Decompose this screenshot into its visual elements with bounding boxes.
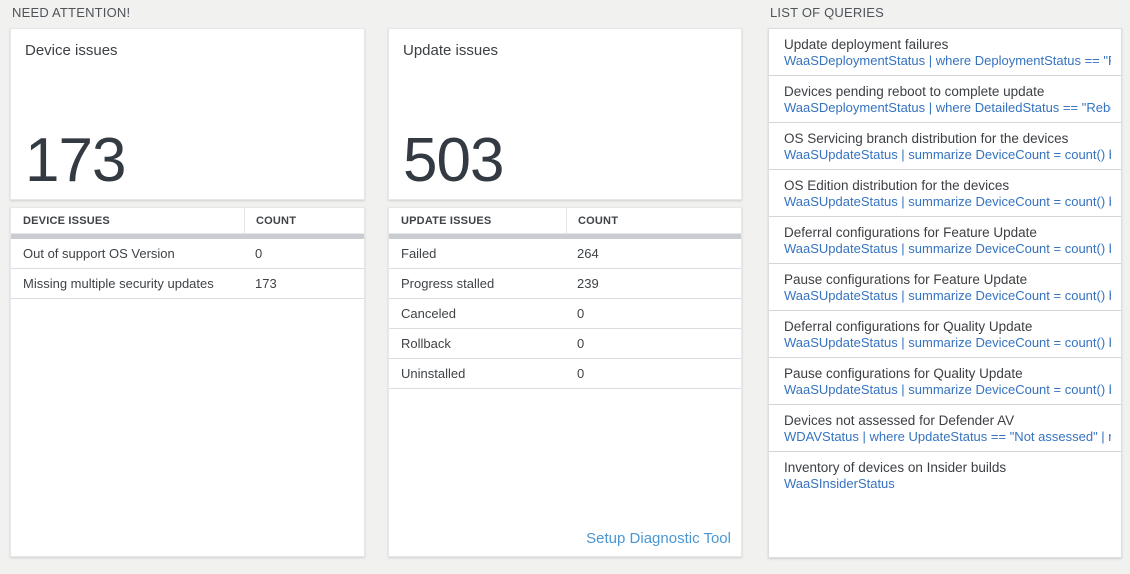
query-list-item[interactable]: OS Servicing branch distribution for the…	[769, 123, 1121, 170]
device-issues-count: 173	[25, 126, 126, 196]
list-of-queries-header: LIST OF QUERIES	[770, 5, 885, 20]
issue-count: 0	[577, 336, 585, 351]
query-list-item[interactable]: Update deployment failures WaaSDeploymen…	[769, 29, 1121, 76]
table-row[interactable]: Failed 264	[389, 239, 741, 269]
update-issues-table: UPDATE ISSUES COUNT Failed 264 Progress …	[388, 207, 742, 557]
device-table-header-issues: DEVICE ISSUES	[23, 214, 110, 227]
query-text: WaaSUpdateStatus | summarize DeviceCount…	[784, 147, 1111, 162]
issue-count: 264	[577, 246, 599, 261]
update-table-header-count: COUNT	[566, 208, 741, 233]
query-list-item[interactable]: Devices pending reboot to complete updat…	[769, 76, 1121, 123]
query-text: WaaSUpdateStatus | summarize DeviceCount…	[784, 241, 1111, 256]
query-title: Update deployment failures	[784, 37, 949, 52]
issue-label: Failed	[401, 246, 437, 261]
query-list-item[interactable]: Pause configurations for Quality Update …	[769, 358, 1121, 405]
table-row[interactable]: Rollback 0	[389, 329, 741, 359]
query-title: Devices pending reboot to complete updat…	[784, 84, 1045, 99]
header-separator-band	[11, 234, 364, 239]
query-text: WaaSInsiderStatus	[784, 476, 895, 491]
query-list-item[interactable]: Pause configurations for Feature Update …	[769, 264, 1121, 311]
update-table-body: Failed 264 Progress stalled 239 Canceled…	[389, 239, 741, 389]
update-issues-tile[interactable]: Update issues 503	[388, 28, 742, 200]
table-row[interactable]: Uninstalled 0	[389, 359, 741, 389]
device-table-header-count: COUNT	[244, 208, 364, 233]
query-text: WDAVStatus | where UpdateStatus == "Not …	[784, 429, 1111, 444]
setup-diagnostic-tool-link[interactable]: Setup Diagnostic Tool	[586, 530, 731, 547]
query-text: WaaSUpdateStatus | summarize DeviceCount…	[784, 335, 1111, 350]
query-list-item[interactable]: Devices not assessed for Defender AV WDA…	[769, 405, 1121, 452]
need-attention-header: NEED ATTENTION!	[12, 5, 131, 20]
query-list-item[interactable]: Deferral configurations for Feature Upda…	[769, 217, 1121, 264]
issue-count: 0	[577, 366, 585, 381]
table-row[interactable]: Out of support OS Version 0	[11, 239, 364, 269]
update-table-header: UPDATE ISSUES COUNT	[389, 208, 741, 234]
query-list-item[interactable]: Deferral configurations for Quality Upda…	[769, 311, 1121, 358]
issue-label: Missing multiple security updates	[23, 276, 214, 291]
issue-label: Rollback	[401, 336, 451, 351]
update-table-header-issues: UPDATE ISSUES	[401, 214, 492, 227]
device-table-header: DEVICE ISSUES COUNT	[11, 208, 364, 234]
query-text: WaaSDeploymentStatus | where DetailedSta…	[784, 100, 1111, 115]
query-text: WaaSUpdateStatus | summarize DeviceCount…	[784, 382, 1111, 397]
issue-count: 0	[577, 306, 585, 321]
header-separator-band	[389, 234, 741, 239]
device-table-body: Out of support OS Version 0 Missing mult…	[11, 239, 364, 299]
query-title: OS Edition distribution for the devices	[784, 178, 1010, 193]
query-title: Pause configurations for Feature Update	[784, 272, 1028, 287]
device-issues-table: DEVICE ISSUES COUNT Out of support OS Ve…	[10, 207, 365, 557]
query-title: Deferral configurations for Quality Upda…	[784, 319, 1033, 334]
issue-label: Progress stalled	[401, 276, 495, 291]
issue-label: Out of support OS Version	[23, 246, 175, 261]
issue-label: Uninstalled	[401, 366, 466, 381]
table-row[interactable]: Canceled 0	[389, 299, 741, 329]
issue-count: 0	[255, 246, 263, 261]
table-row[interactable]: Progress stalled 239	[389, 269, 741, 299]
update-issues-count: 503	[403, 126, 504, 196]
query-list-item[interactable]: Inventory of devices on Insider builds W…	[769, 452, 1121, 557]
query-text: WaaSUpdateStatus | summarize DeviceCount…	[784, 288, 1111, 303]
query-title: Devices not assessed for Defender AV	[784, 413, 1015, 428]
table-row[interactable]: Missing multiple security updates 173	[11, 269, 364, 299]
query-title: Deferral configurations for Feature Upda…	[784, 225, 1037, 240]
query-text: WaaSUpdateStatus | summarize DeviceCount…	[784, 194, 1111, 209]
query-title: OS Servicing branch distribution for the…	[784, 131, 1069, 146]
issue-label: Canceled	[401, 306, 456, 321]
issue-count: 173	[255, 276, 277, 291]
update-issues-title: Update issues	[403, 42, 499, 59]
query-text: WaaSDeploymentStatus | where DeploymentS…	[784, 53, 1111, 68]
issue-count: 239	[577, 276, 599, 291]
device-issues-tile[interactable]: Device issues 173	[10, 28, 365, 200]
device-issues-title: Device issues	[25, 42, 118, 59]
query-title: Inventory of devices on Insider builds	[784, 460, 1007, 475]
query-title: Pause configurations for Quality Update	[784, 366, 1023, 381]
query-list-panel: Update deployment failures WaaSDeploymen…	[768, 28, 1122, 558]
query-list-item[interactable]: OS Edition distribution for the devices …	[769, 170, 1121, 217]
